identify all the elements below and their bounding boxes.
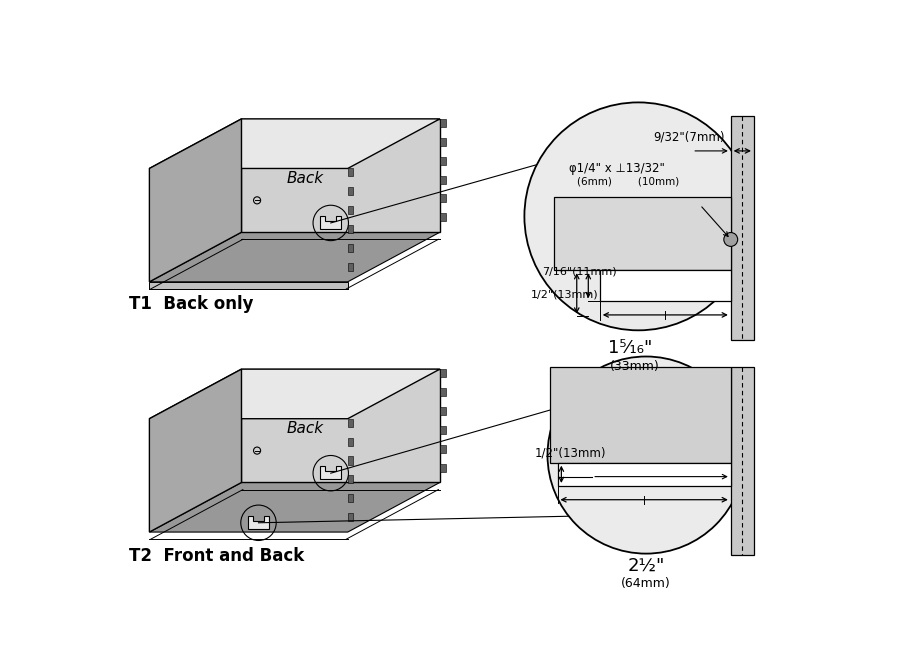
Text: 7/16"(11mm): 7/16"(11mm) (542, 266, 616, 276)
Polygon shape (149, 119, 440, 168)
Polygon shape (440, 157, 445, 165)
Polygon shape (347, 494, 354, 502)
Polygon shape (347, 437, 354, 446)
Polygon shape (347, 476, 354, 483)
Text: φ1/4" x ⊥13/32": φ1/4" x ⊥13/32" (569, 162, 665, 175)
Polygon shape (440, 426, 445, 434)
Polygon shape (731, 367, 754, 555)
Polygon shape (149, 119, 241, 282)
Polygon shape (149, 282, 347, 289)
Circle shape (525, 102, 752, 330)
Polygon shape (149, 369, 241, 532)
Text: T2  Front and Back: T2 Front and Back (129, 548, 304, 565)
Polygon shape (347, 513, 354, 521)
Polygon shape (554, 197, 731, 270)
Polygon shape (440, 463, 445, 472)
Circle shape (724, 233, 738, 246)
Polygon shape (731, 116, 754, 340)
Text: (33mm): (33mm) (609, 360, 660, 373)
Polygon shape (440, 407, 445, 415)
Polygon shape (241, 119, 440, 232)
Polygon shape (440, 388, 445, 396)
Polygon shape (550, 367, 731, 463)
Text: (6mm)        (10mm): (6mm) (10mm) (577, 176, 679, 186)
Polygon shape (599, 270, 731, 301)
Polygon shape (347, 206, 354, 214)
Polygon shape (347, 168, 354, 176)
Polygon shape (347, 225, 354, 233)
Circle shape (547, 356, 744, 553)
Polygon shape (241, 369, 440, 483)
Polygon shape (149, 369, 440, 419)
Polygon shape (440, 213, 445, 222)
Text: (64mm): (64mm) (621, 577, 670, 590)
Text: Back: Back (287, 421, 324, 436)
Polygon shape (320, 466, 341, 479)
Polygon shape (440, 194, 445, 202)
Polygon shape (149, 232, 440, 282)
Polygon shape (347, 419, 354, 427)
Polygon shape (149, 483, 440, 532)
Polygon shape (440, 138, 445, 146)
Text: 2½": 2½" (627, 557, 665, 575)
Polygon shape (557, 463, 731, 486)
Polygon shape (347, 263, 354, 271)
Polygon shape (440, 119, 445, 127)
Polygon shape (440, 176, 445, 183)
Polygon shape (347, 244, 354, 252)
Polygon shape (347, 187, 354, 196)
Text: 1/2"(13mm): 1/2"(13mm) (530, 289, 599, 299)
Text: 9/32"(7mm): 9/32"(7mm) (653, 131, 725, 144)
Text: T1  Back only: T1 Back only (129, 295, 253, 313)
Text: 1/2"(13mm): 1/2"(13mm) (535, 446, 606, 459)
Polygon shape (248, 516, 269, 529)
Text: Back: Back (287, 170, 324, 185)
Polygon shape (347, 456, 354, 465)
Text: 1⁵⁄₁₆": 1⁵⁄₁₆" (608, 340, 652, 358)
Polygon shape (440, 369, 445, 377)
Polygon shape (440, 445, 445, 453)
Polygon shape (320, 216, 341, 229)
